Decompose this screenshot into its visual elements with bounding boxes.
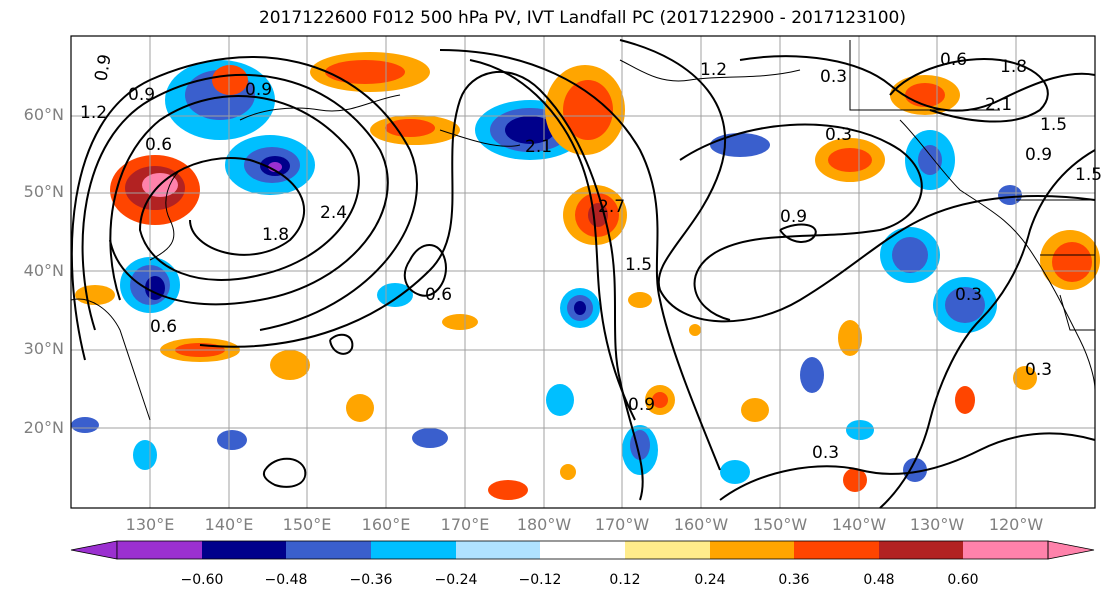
colorbar-tick-label: 0.12 [609, 572, 641, 588]
longitude-label: 140°E [204, 515, 254, 534]
colorbar-tick-label: 0.24 [694, 572, 726, 588]
longitude-label: 150°E [282, 515, 332, 534]
colorbar-tick-label: 0.48 [863, 572, 895, 588]
contour-label: 1.2 [80, 103, 107, 123]
colorbar-segment [202, 541, 286, 559]
contour-label: 2.7 [598, 197, 625, 217]
colorbar-tick-label: −0.24 [434, 572, 478, 588]
latitude-label: 60°N [23, 105, 64, 124]
colorbar-segment [456, 541, 540, 559]
contour-label: 0.9 [245, 80, 272, 100]
latitude-label: 20°N [23, 418, 64, 437]
contour-label: 0.3 [825, 125, 852, 145]
latitude-label: 30°N [23, 339, 64, 358]
pv-shading [71, 52, 1100, 500]
colorbar-extend-low [70, 540, 118, 560]
colorbar-segment [963, 541, 1048, 559]
contour-label: 2.4 [320, 203, 347, 223]
contour-label: 0.3 [1025, 360, 1052, 380]
contour-label: 0.9 [128, 85, 155, 105]
contour-label: 0.6 [940, 50, 967, 70]
colorbar-segment [540, 541, 625, 559]
latitude-label: 50°N [23, 182, 64, 201]
contour-label-group: 0.9 0.9 1.2 0.6 0.9 1.2 0.3 0.6 1.8 2.1 … [80, 50, 1102, 463]
contour-label: 1.8 [1000, 57, 1027, 77]
longitude-label: 160°E [361, 515, 411, 534]
colorbar-tick-label: −0.48 [264, 572, 308, 588]
colorbar-segment [879, 541, 963, 559]
colorbar-segment [117, 541, 202, 559]
colorbar-segment [286, 541, 371, 559]
colorbar [70, 540, 1095, 560]
longitude-label: 160°W [673, 515, 729, 534]
contour-label: 0.3 [812, 443, 839, 463]
colorbar-extend-high [1047, 540, 1095, 560]
contour-label: 0.6 [145, 135, 172, 155]
latitude-label: 40°N [23, 261, 64, 280]
contour-label: 1.5 [1075, 165, 1102, 185]
longitude-label: 120°W [988, 515, 1044, 534]
longitude-label: 180°W [516, 515, 572, 534]
contour-label: 0.9 [1025, 145, 1052, 165]
colorbar-segment [371, 541, 456, 559]
colorbar-segment [625, 541, 710, 559]
colorbar-segment [794, 541, 879, 559]
colorbar-segment [710, 541, 794, 559]
contour-label: 0.3 [820, 67, 847, 87]
contour-label: 1.5 [1040, 115, 1067, 135]
contour-label: 2.1 [985, 95, 1012, 115]
coastlines [70, 40, 1096, 421]
colorbar-tick-label: −0.36 [349, 572, 393, 588]
colorbar-tick-label: 0.60 [947, 572, 979, 588]
ivt-contours [70, 39, 1096, 509]
longitude-label: 170°W [594, 515, 650, 534]
contour-label: 0.3 [955, 285, 982, 305]
contour-label: 1.8 [262, 225, 289, 245]
contour-label: 0.9 [780, 207, 807, 227]
contour-label: 1.5 [625, 255, 652, 275]
colorbar-tick-label: −0.12 [518, 572, 562, 588]
contour-label: 2.1 [525, 137, 552, 157]
contour-label: 1.2 [700, 60, 727, 80]
gridlines [71, 36, 1095, 508]
colorbar-tick-label: 0.36 [778, 572, 810, 588]
longitude-label: 140°W [831, 515, 887, 534]
longitude-label: 130°E [125, 515, 175, 534]
contour-label: 0.6 [425, 285, 452, 305]
chart-title: 2017122600 F012 500 hPa PV, IVT Landfall… [258, 8, 906, 28]
contour-label: 0.6 [150, 317, 177, 337]
colorbar-tick-label: −0.60 [180, 572, 224, 588]
longitude-label: 150°W [752, 515, 808, 534]
longitude-label: 130°W [909, 515, 965, 534]
longitude-label: 170°E [440, 515, 490, 534]
contour-label: 0.9 [91, 53, 115, 83]
contour-label: 0.9 [628, 395, 655, 415]
